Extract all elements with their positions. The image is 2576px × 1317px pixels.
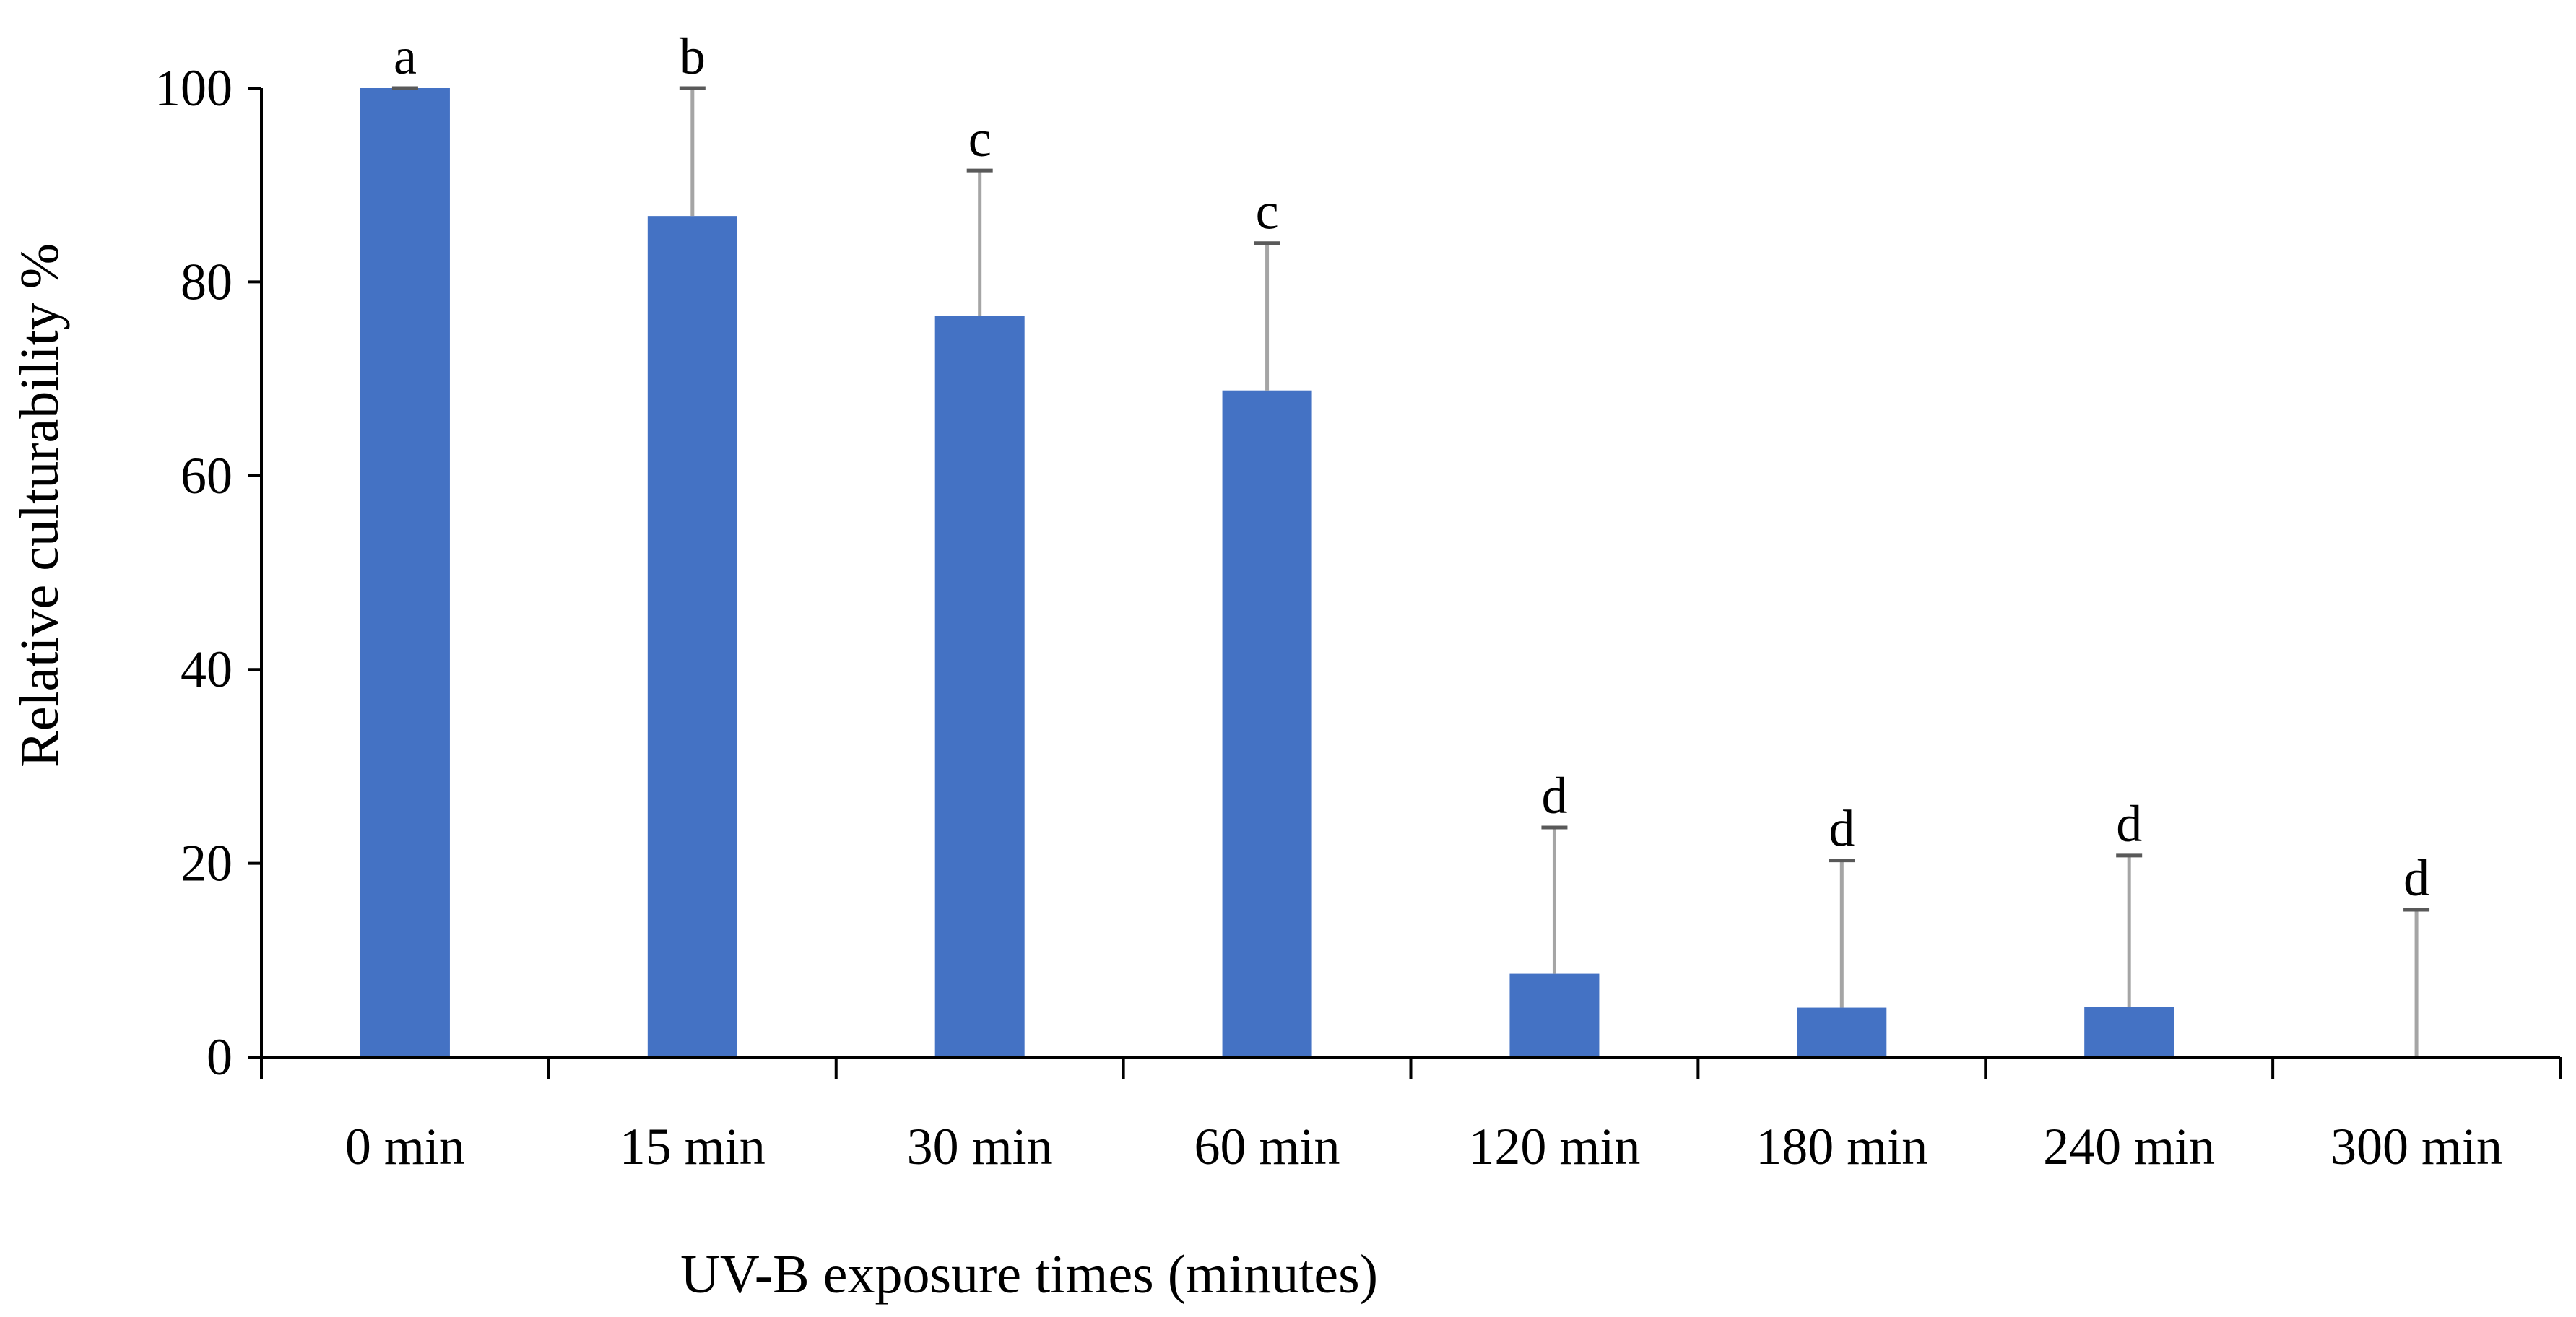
x-tick-label: 180 min — [1756, 1118, 1927, 1175]
x-axis-title: UV-B exposure times (minutes) — [680, 1244, 1378, 1305]
y-axis-title: Relative culturability % — [9, 243, 70, 768]
bar — [2084, 1007, 2174, 1057]
bar — [647, 216, 737, 1057]
bar — [360, 88, 450, 1057]
significance-label: d — [2403, 849, 2429, 907]
significance-label: a — [394, 27, 417, 85]
significance-label: d — [2116, 795, 2142, 853]
x-tick-label: 240 min — [2043, 1118, 2215, 1175]
y-tick-label: 80 — [181, 253, 233, 310]
labels-layer: 0 20 40 60 80 100 a 0 min b 15 min c 30 min c 60 min d… — [155, 27, 2502, 1175]
x-tick-label: 15 min — [620, 1118, 766, 1175]
significance-label: c — [968, 110, 992, 168]
significance-label: d — [1541, 767, 1567, 825]
bar — [1222, 390, 1312, 1057]
axes-layer — [248, 87, 2562, 1079]
significance-label: c — [1256, 183, 1279, 240]
bar — [1509, 973, 1600, 1057]
y-tick-label: 100 — [155, 59, 233, 117]
x-tick-label: 30 min — [907, 1118, 1053, 1175]
error-bars-layer — [391, 86, 2430, 1057]
y-tick-label: 20 — [181, 835, 233, 892]
x-tick-label: 120 min — [1468, 1118, 1640, 1175]
bars-layer — [360, 88, 2174, 1057]
x-tick-label: 60 min — [1194, 1118, 1340, 1175]
significance-label: d — [1829, 800, 1855, 858]
x-tick-label: 0 min — [345, 1118, 465, 1175]
y-tick-label: 60 — [181, 447, 233, 505]
bar — [1797, 1007, 1887, 1057]
significance-label: b — [680, 27, 706, 85]
y-tick-label: 0 — [207, 1028, 233, 1086]
x-tick-label: 300 min — [2330, 1118, 2502, 1175]
y-tick-label: 40 — [181, 640, 233, 698]
bar — [934, 316, 1025, 1057]
